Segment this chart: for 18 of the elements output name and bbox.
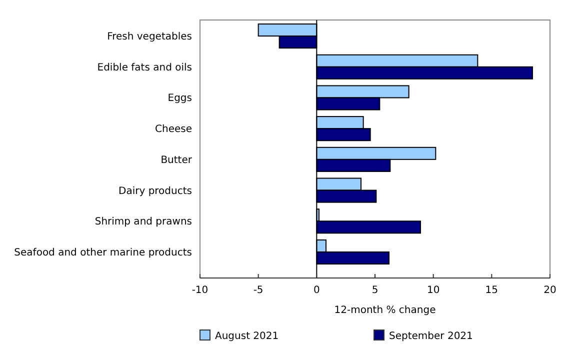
y-tick-label: Edible fats and oils	[97, 62, 192, 74]
x-tick-label: 10	[426, 285, 440, 296]
x-axis-title: 12-month % change	[334, 305, 436, 316]
y-tick-label: Dairy products	[118, 186, 192, 197]
x-tick-label: 15	[485, 285, 498, 296]
y-tick-label: Shrimp and prawns	[94, 216, 192, 228]
x-tick-label: -10	[192, 285, 208, 296]
x-tick-label: 0	[313, 285, 320, 296]
x-tick-label: -5	[253, 285, 264, 296]
y-tick-label: Seafood and other marine products	[14, 247, 192, 258]
y-tick-label: Cheese	[155, 124, 192, 136]
x-tick-label: 5	[372, 285, 378, 296]
legend-label: September 2021	[389, 331, 473, 342]
y-tick-label: Fresh vegetables	[107, 32, 192, 43]
legend-label: August 2021	[215, 331, 279, 342]
x-tick-label: 20	[544, 285, 556, 296]
y-tick-label: Eggs	[168, 93, 192, 104]
y-tick-label: Butter	[160, 154, 193, 166]
